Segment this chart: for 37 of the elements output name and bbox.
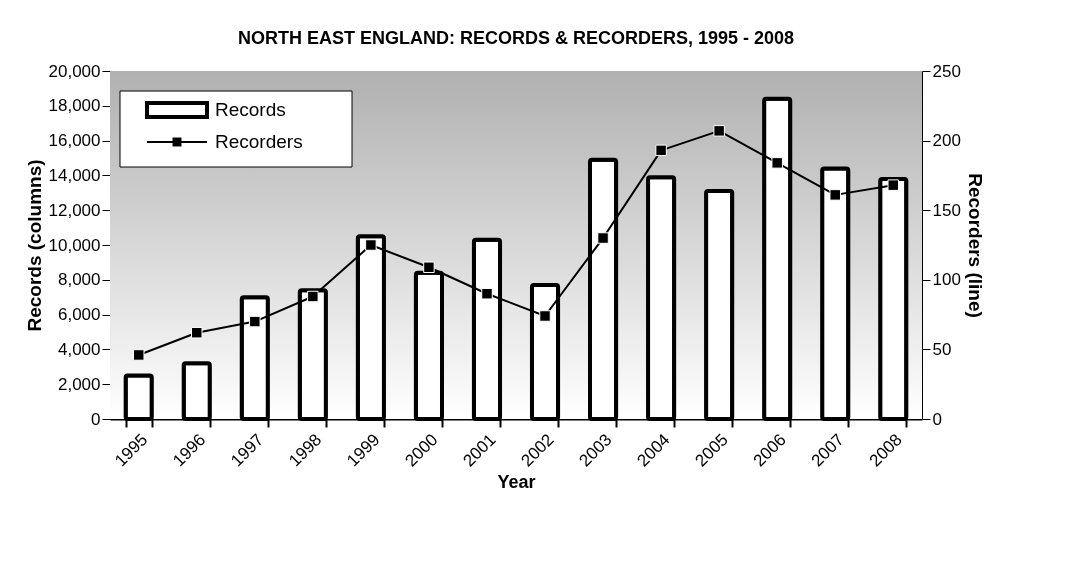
point: [713, 125, 725, 137]
y2-axis-title: Recorders (line): [964, 173, 986, 318]
chart-title: NORTH EAST ENGLAND: RECORDS & RECORDERS, 1995 - 2008: [237, 28, 795, 48]
point: [191, 326, 203, 339]
legend-label: Recorders: [215, 131, 303, 152]
y2-tick-label: 150: [932, 200, 961, 220]
point: [365, 239, 377, 251]
y-tick-label: 12,000: [48, 200, 101, 220]
point: [655, 144, 667, 157]
x-axis-title: Year: [497, 471, 536, 492]
y2-tick-label: 200: [932, 131, 961, 151]
legend-label: Records: [215, 99, 286, 120]
point: [423, 261, 435, 274]
point: [887, 179, 900, 191]
y-tick-label: 2,000: [57, 374, 101, 394]
point: [539, 310, 551, 322]
y2-tick-label: 250: [932, 61, 961, 81]
y-tick-label: 20,000: [48, 61, 101, 81]
y-axis-title: Records (columns): [23, 159, 45, 332]
y-tick-label: 0: [91, 409, 101, 429]
point: [481, 287, 493, 300]
point: [132, 349, 145, 361]
y-tick-label: 8,000: [57, 270, 101, 290]
y-tick-label: 10,000: [48, 235, 101, 255]
y-tick-label: 4,000: [57, 339, 101, 359]
point: [597, 232, 609, 244]
y2-tick-label: 0: [932, 409, 942, 429]
y2-tick-label: 100: [932, 270, 961, 290]
point: [307, 290, 319, 303]
y-tick-label: 6,000: [57, 305, 101, 325]
point: [249, 315, 261, 328]
y-tick-label: 18,000: [48, 96, 101, 116]
point: [829, 189, 841, 201]
y2-tick-label: 50: [932, 339, 952, 359]
y-tick-label: 14,000: [48, 165, 101, 185]
point: [771, 157, 783, 169]
y-tick-label: 16,000: [48, 131, 101, 151]
